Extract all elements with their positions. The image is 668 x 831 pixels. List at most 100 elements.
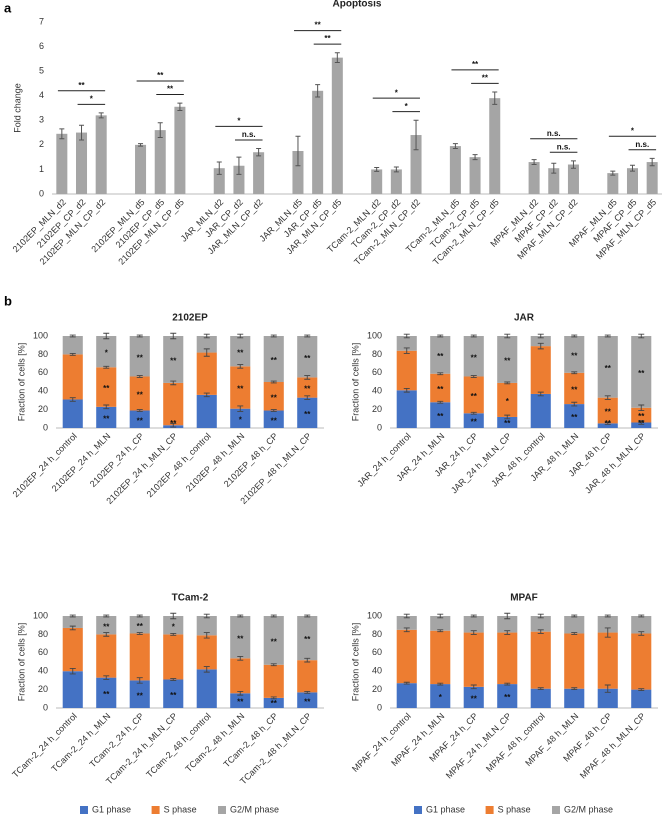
error-bar: [136, 375, 143, 378]
error-bar: [103, 675, 110, 680]
panel-label: b: [4, 293, 12, 308]
bar-segment: [396, 629, 417, 684]
bar-segment: [96, 634, 117, 678]
significance-label: n.s.: [635, 140, 649, 149]
chart-title: Apoptosis: [333, 0, 382, 10]
error-bar: [470, 375, 477, 378]
y-tick-label: 3: [39, 115, 44, 125]
bar: [489, 98, 501, 194]
significance-label: **: [571, 386, 578, 395]
error-bar: [537, 629, 544, 634]
error-bar: [304, 690, 311, 694]
error-bar: [304, 334, 311, 338]
significance-label: *: [239, 415, 243, 424]
error-bar: [69, 334, 76, 338]
significance-label: **: [137, 391, 144, 400]
y-tick-label: 40: [38, 666, 48, 676]
x-tick-label: MPAF_48 h_control: [484, 711, 547, 774]
bar-segment: [263, 410, 284, 428]
bar-segment: [96, 616, 117, 635]
significance-label: **: [304, 697, 311, 706]
y-tick-label: 20: [372, 404, 382, 414]
y-tick-label: 80: [38, 629, 48, 639]
bar: [469, 157, 481, 194]
significance-label: **: [471, 392, 478, 401]
bar-segment: [230, 336, 251, 367]
bar-segment: [631, 633, 652, 690]
significance-label: **: [103, 384, 110, 393]
bar-segment: [564, 688, 585, 708]
error-bar: [103, 614, 110, 618]
error-bar: [437, 400, 444, 404]
bar-segment: [129, 376, 150, 411]
bar-segment: [497, 416, 518, 428]
bar-segment: [430, 616, 451, 631]
significance-label: n.s.: [242, 130, 256, 139]
error-bar: [437, 613, 444, 619]
error-bar: [69, 667, 76, 675]
y-axis-label: Fold change: [12, 83, 22, 133]
error-bar: [452, 143, 458, 150]
error-bar: [237, 656, 244, 661]
bar-segment: [430, 630, 451, 685]
bar-segment: [230, 693, 251, 708]
bar-segment: [396, 350, 417, 391]
bar-segment: [62, 616, 83, 628]
bar-segment: [62, 627, 83, 672]
significance-label: n.s.: [557, 142, 571, 151]
significance-label: **: [237, 698, 244, 707]
error-bar: [604, 422, 611, 425]
significance-label: **: [78, 81, 85, 90]
y-axis-label: Fraction of cells [%]: [16, 623, 26, 702]
bar-segment: [396, 683, 417, 708]
error-bar: [629, 164, 635, 172]
error-bar: [604, 395, 611, 400]
error-bar: [470, 684, 477, 690]
error-bar: [504, 630, 511, 635]
error-bar: [270, 409, 277, 412]
bar-segment: [96, 336, 117, 368]
error-bar: [304, 375, 311, 380]
error-bar: [69, 614, 76, 618]
error-bar: [571, 371, 578, 375]
significance-label: **: [605, 364, 612, 373]
x-tick-label: 2102EP_48 h_control: [145, 431, 213, 499]
bar-segment: [297, 336, 318, 378]
error-bar: [138, 143, 144, 147]
significance-label: n.s.: [547, 129, 561, 138]
error-bar: [504, 333, 511, 339]
x-tick-label: TCam-2_24 h_MLN: [49, 711, 112, 774]
bar-segment: [497, 382, 518, 417]
bar-segment: [163, 679, 184, 708]
y-tick-label: 60: [372, 647, 382, 657]
error-bar: [492, 91, 498, 105]
bar-segment: [297, 660, 318, 693]
error-bar: [270, 614, 277, 618]
chart-title: 2102EP: [172, 313, 208, 324]
bar-segment: [129, 410, 150, 428]
error-bar: [237, 364, 244, 369]
bar-segment: [62, 671, 83, 708]
y-tick-label: 7: [39, 16, 44, 26]
bar-segment: [497, 616, 518, 633]
bar-segment: [396, 390, 417, 428]
error-bar: [437, 629, 444, 633]
error-bar: [537, 687, 544, 691]
chart-title: JAR: [514, 313, 535, 324]
error-bar: [571, 401, 578, 407]
significance-label: **: [504, 357, 511, 366]
bar: [410, 135, 422, 194]
bar: [154, 130, 166, 194]
y-tick-label: 100: [33, 330, 48, 340]
x-tick-label: TCam-2_48 h_control: [144, 711, 213, 780]
x-tick-label: 2102EP_48 h_MLN_CP: [238, 431, 313, 506]
significance-label: **: [638, 419, 645, 428]
significance-label: **: [103, 622, 110, 631]
bar-segment: [163, 336, 184, 383]
bar-segment: [297, 616, 318, 661]
error-bar: [604, 627, 611, 638]
error-bar: [170, 678, 177, 681]
error-bar: [59, 128, 65, 140]
significance-label: **: [103, 690, 110, 699]
bar: [567, 164, 579, 194]
